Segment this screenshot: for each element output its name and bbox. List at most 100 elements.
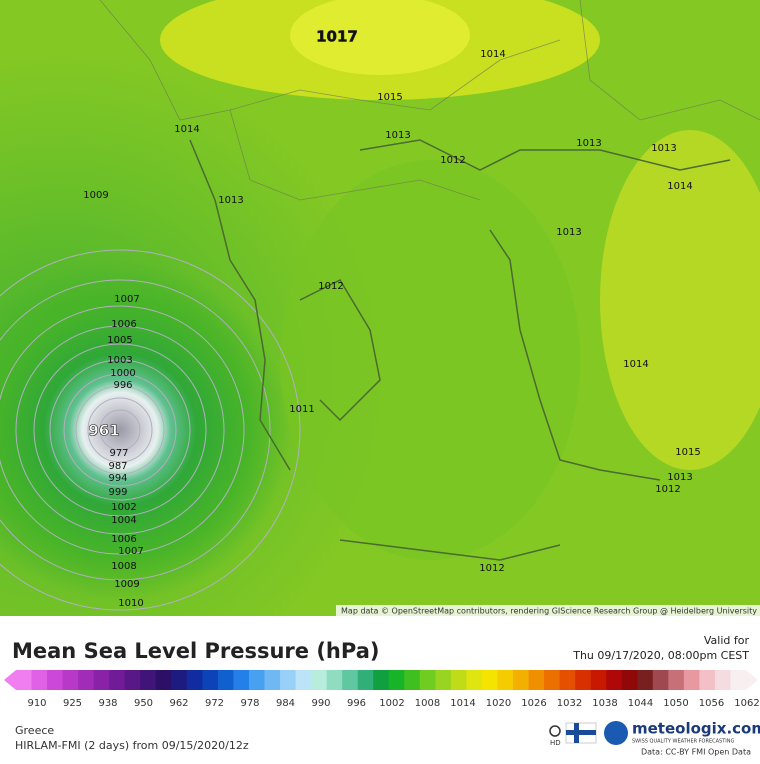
colorbar-label: 1056 (699, 698, 724, 709)
map-high-region (600, 130, 760, 470)
valid-time: Thu 09/17/2020, 08:00pm CEST (572, 649, 749, 662)
colorbar-label: 1044 (628, 698, 653, 709)
colorbar-swatch (668, 670, 685, 690)
map-high-core (290, 0, 470, 75)
colorbar-swatch (714, 670, 731, 690)
title: Mean Sea Level Pressure (hPa) (12, 639, 379, 663)
colorbar-end (4, 670, 16, 690)
colorbar-swatch (544, 670, 561, 690)
colorbar-swatch (186, 670, 203, 690)
colorbar-swatch (637, 670, 654, 690)
colorbar-swatch (264, 670, 281, 690)
isobar-label: 1014 (623, 359, 648, 370)
colorbar-swatch (528, 670, 545, 690)
isobar-label: 1013 (218, 195, 243, 206)
isobar-label: 1014 (480, 49, 505, 60)
isobar-label: 1006 (111, 534, 136, 545)
flag-stripe (566, 730, 596, 735)
search-icon[interactable] (549, 725, 561, 737)
isobar-label: 994 (108, 473, 127, 484)
data-source: Data: CC-BY FMI Open Data (641, 748, 751, 757)
isobar-label: 1006 (111, 319, 136, 330)
isobar-label: 1010 (118, 598, 143, 609)
colorbar-swatch (217, 670, 234, 690)
colorbar-swatch (248, 670, 266, 690)
colorbar-swatch (435, 670, 452, 690)
isobar-label: 1000 (110, 368, 135, 379)
isobar-label: 1008 (111, 561, 136, 572)
colorbar-label: 962 (169, 698, 188, 709)
isobar-label: 1014 (174, 124, 199, 135)
isobar-label: 1012 (440, 155, 465, 166)
isobar-label: 1002 (111, 502, 136, 513)
isobar-label: 996 (113, 380, 132, 391)
isobar-label: 999 (108, 487, 127, 498)
colorbar-label: 1062 (734, 698, 759, 709)
region: Greece (15, 724, 54, 737)
colorbar-swatch (233, 670, 250, 690)
isobar-label: 1013 (556, 227, 581, 238)
isobar-label: 1015 (675, 447, 700, 458)
isobar-label: 961 (88, 422, 119, 440)
isobar-label: 1017 (316, 28, 358, 46)
colorbar-label: 925 (63, 698, 82, 709)
colorbar-label: 950 (134, 698, 153, 709)
isobar-label: 1005 (107, 335, 132, 346)
colorbar-label: 990 (311, 698, 330, 709)
colorbar-swatch (47, 670, 64, 690)
tagline: SWISS QUALITY WEATHER FORECASTING (632, 739, 734, 745)
isobar-label: 1011 (289, 404, 314, 415)
colorbar-swatch (590, 670, 607, 690)
isobar-label: 1012 (655, 484, 680, 495)
colorbar-swatch (450, 670, 467, 690)
map-sea-region (280, 160, 580, 560)
isobar-label: 1007 (114, 294, 139, 305)
isobar-label: 1004 (111, 515, 136, 526)
colorbar-swatch (730, 670, 747, 690)
hd[interactable]: HD (550, 739, 561, 747)
colorbar-swatch (16, 670, 33, 690)
isobar-label: 1009 (83, 190, 108, 201)
colorbar-swatch (497, 670, 514, 690)
colorbar-swatch (652, 670, 669, 690)
cyclone (0, 260, 290, 600)
colorbar-swatch (357, 670, 374, 690)
colorbar-end (746, 670, 758, 690)
colorbar-swatch (621, 670, 638, 690)
colorbar-label: 1020 (486, 698, 511, 709)
colorbar-label: 1032 (557, 698, 582, 709)
isobar-label: 977 (109, 448, 128, 459)
isobar-label: 1012 (318, 281, 343, 292)
colorbar-swatch (419, 670, 436, 690)
colorbar-swatch (93, 670, 110, 690)
isobar-label: 1013 (667, 472, 692, 483)
isobar-label: 1015 (377, 92, 402, 103)
isobar-label: 987 (108, 461, 127, 472)
colorbar-label: 910 (27, 698, 46, 709)
colorbar-swatch (62, 670, 79, 690)
brand[interactable]: meteologix.com (632, 720, 760, 738)
isobar-label: 1007 (118, 546, 143, 557)
colorbar-swatch (481, 670, 498, 690)
colorbar-label: 1038 (592, 698, 617, 709)
colorbar-label: 1026 (521, 698, 546, 709)
logo-icon (604, 721, 628, 745)
colorbar-swatch (171, 670, 188, 690)
colorbar-label: 978 (240, 698, 259, 709)
isobars (0, 249, 301, 611)
colorbar-swatch (575, 670, 592, 690)
coastlines (189, 139, 731, 561)
colorbar-swatch (109, 670, 126, 690)
colorbar-swatch (78, 670, 95, 690)
colorbar-swatch (280, 670, 297, 690)
colorbar-label: 1050 (663, 698, 688, 709)
flag-stripe (574, 723, 579, 743)
colorbar-swatch (342, 670, 359, 690)
colorbar-swatch (559, 670, 576, 690)
colorbar-label: 996 (347, 698, 366, 709)
colorbar-swatch (466, 670, 483, 690)
isobar-label: 1013 (385, 130, 410, 141)
colorbar-swatch (155, 670, 172, 690)
